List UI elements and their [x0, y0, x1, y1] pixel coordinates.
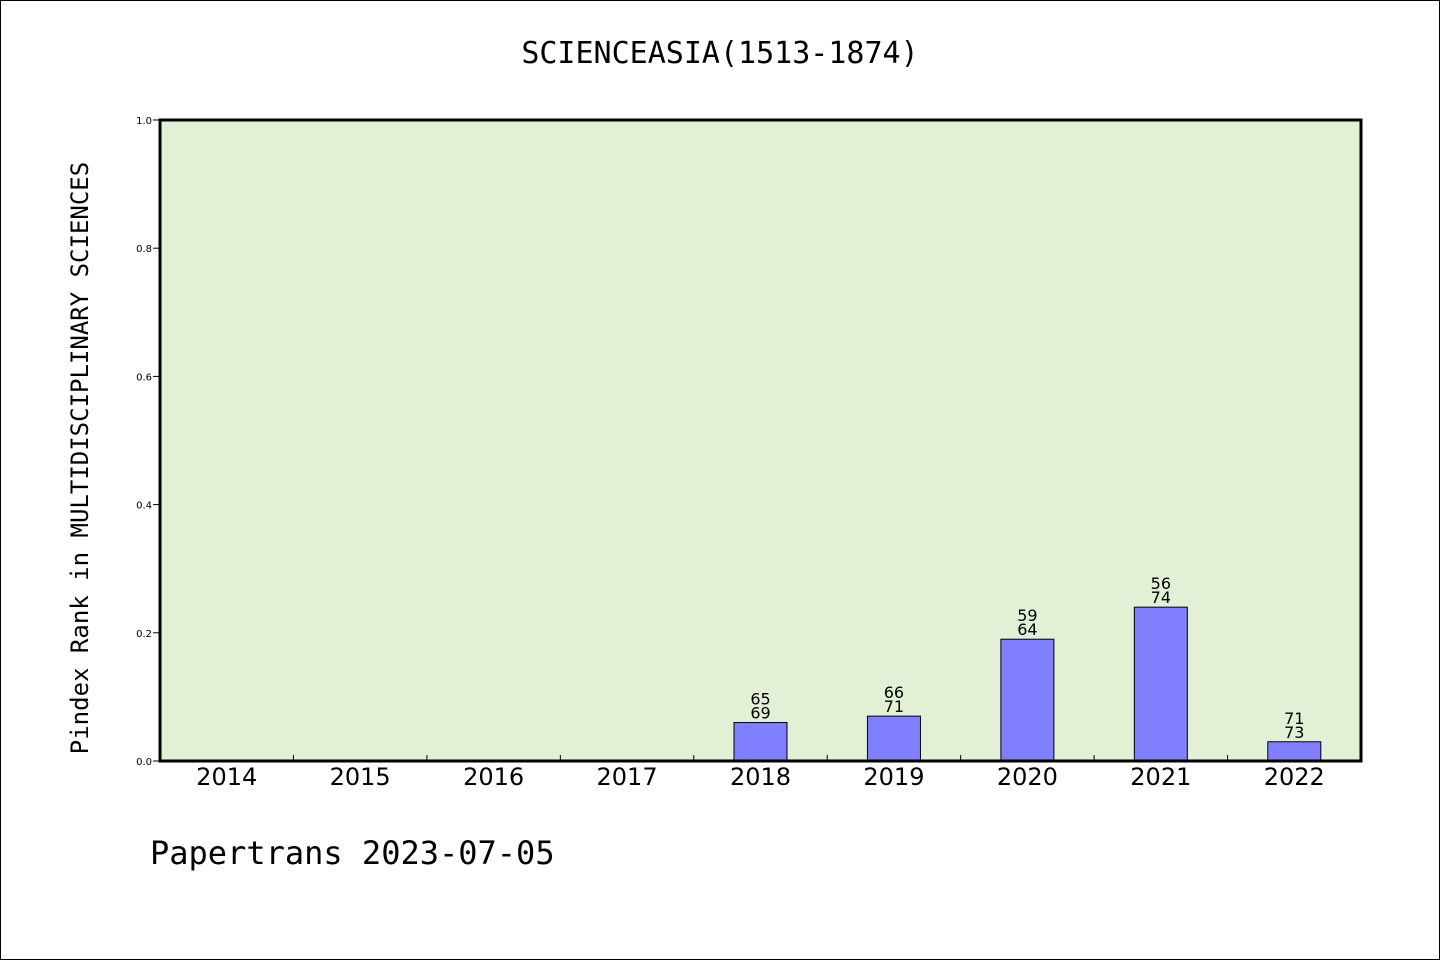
- x-tick-label: 2018: [730, 763, 791, 791]
- bar-label-bottom: 69: [750, 704, 770, 723]
- bar-label-bottom: 74: [1151, 588, 1171, 607]
- bar-2020: [1000, 638, 1055, 762]
- y-tick-label: 0.2: [136, 629, 152, 640]
- y-tick-label: 0.4: [136, 501, 152, 512]
- bars-layer: [733, 606, 1322, 762]
- x-tick-label: 2020: [997, 763, 1058, 791]
- x-tick-label: 2016: [463, 763, 524, 791]
- y-tick-label: 0.8: [136, 244, 152, 255]
- bar-label-bottom: 73: [1284, 723, 1304, 742]
- footer-text: Papertrans 2023-07-05: [150, 834, 555, 872]
- plot-border: [158, 118, 1363, 763]
- x-tick-label: 2017: [597, 763, 658, 791]
- x-tick-label: 2014: [196, 763, 257, 791]
- bar-label-top: 56: [1151, 574, 1171, 593]
- bar-label-top: 59: [1017, 606, 1037, 625]
- bar-label-bottom: 64: [1017, 620, 1037, 639]
- chart-title: SCIENCEASIA(1513-1874): [521, 36, 919, 71]
- x-tick-label: 2021: [1130, 763, 1191, 791]
- x-tick-label: 2019: [863, 763, 924, 791]
- x-tick-label: 2015: [330, 763, 391, 791]
- bar-label-top: 71: [1284, 709, 1304, 728]
- bar-2021: [1133, 606, 1188, 762]
- x-tick-label: 2022: [1264, 763, 1325, 791]
- bar-2022: [1267, 741, 1322, 762]
- labels-layer: 0.0 0.2 0.4 0.6 0.8 1.0 2014 2015 2016 2017 2018 69…: [136, 116, 1325, 791]
- bar-2019: [866, 715, 921, 762]
- bar-label-top: 65: [750, 690, 770, 709]
- bar-label-top: 66: [884, 683, 904, 702]
- bar-2018: [733, 722, 788, 762]
- y-tick-label: 0.6: [136, 372, 152, 383]
- y-tick-label: 0.0: [136, 757, 152, 768]
- y-tick-label: 1.0: [136, 116, 152, 127]
- bar-label-bottom: 71: [884, 697, 904, 716]
